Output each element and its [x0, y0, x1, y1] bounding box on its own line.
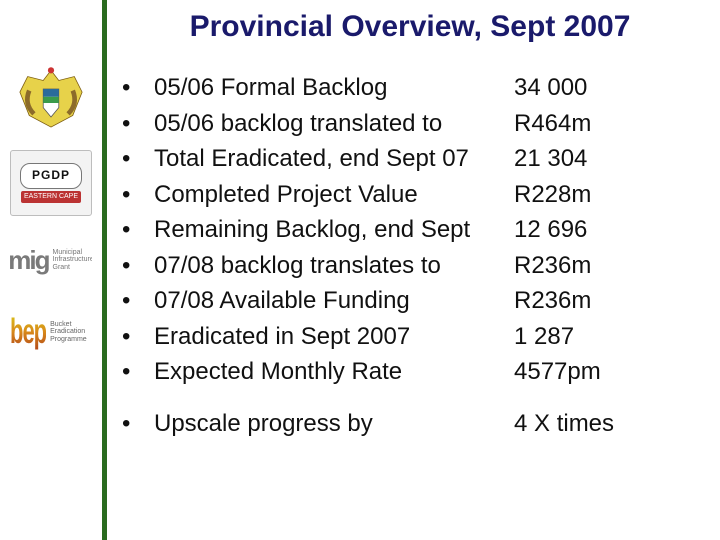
list-item: • Eradicated in Sept 2007 1 287 — [118, 319, 708, 355]
item-label: Expected Monthly Rate — [154, 354, 514, 390]
list-item: • Total Eradicated, end Sept 07 21 304 — [118, 141, 708, 177]
list-item: • 07/08 Available Funding R236m — [118, 283, 708, 319]
item-label: 05/06 Formal Backlog — [154, 70, 514, 106]
pgdp-sublabel: EASTERN CAPE — [21, 191, 81, 203]
item-label: 07/08 backlog translates to — [154, 248, 514, 284]
item-value: R228m — [514, 177, 708, 213]
mig-sublabel: Municipal Infrastructure Grant — [53, 249, 93, 271]
item-value: 34 000 — [514, 70, 708, 106]
list-item: • 05/06 Formal Backlog 34 000 — [118, 70, 708, 106]
bep-sublabel: Bucket Eradication Programme — [50, 321, 92, 343]
bullet-icon: • — [118, 177, 154, 213]
item-label: Remaining Backlog, end Sept — [154, 212, 514, 248]
mig-logo: mig Municipal Infrastructure Grant — [10, 234, 92, 286]
bullet-icon: • — [118, 141, 154, 177]
item-label: Completed Project Value — [154, 177, 514, 213]
provincial-crest-logo — [10, 60, 92, 132]
bullet-icon: • — [118, 406, 154, 442]
item-label: Eradicated in Sept 2007 — [154, 319, 514, 355]
pgdp-logo: PGDP EASTERN CAPE — [10, 150, 92, 216]
list-item: • 05/06 backlog translated to R464m — [118, 106, 708, 142]
list-item: • Completed Project Value R228m — [118, 177, 708, 213]
item-value: 4577pm — [514, 354, 708, 390]
item-value: 21 304 — [514, 141, 708, 177]
item-label: 07/08 Available Funding — [154, 283, 514, 319]
item-value: 12 696 — [514, 212, 708, 248]
item-label: 05/06 backlog translated to — [154, 106, 514, 142]
content-list: • 05/06 Formal Backlog 34 000 • 05/06 ba… — [118, 70, 708, 441]
bep-label: bep — [10, 314, 46, 349]
pgdp-label: PGDP — [20, 163, 82, 189]
bullet-icon: • — [118, 212, 154, 248]
vertical-divider — [102, 0, 107, 540]
bullet-icon: • — [118, 283, 154, 319]
bullet-icon: • — [118, 106, 154, 142]
item-label: Total Eradicated, end Sept 07 — [154, 141, 514, 177]
item-value: R236m — [514, 283, 708, 319]
footer-list-item: • Upscale progress by 4 X times — [118, 406, 708, 442]
bullet-icon: • — [118, 70, 154, 106]
item-label: Upscale progress by — [154, 406, 514, 442]
item-value: R236m — [514, 248, 708, 284]
sidebar: PGDP EASTERN CAPE mig Municipal Infrastr… — [0, 0, 102, 540]
mig-label: mig — [10, 247, 49, 273]
bullet-icon: • — [118, 248, 154, 284]
page-title: Provincial Overview, Sept 2007 — [120, 10, 700, 44]
list-item: • Remaining Backlog, end Sept 12 696 — [118, 212, 708, 248]
bep-logo: bep Bucket Eradication Programme — [10, 304, 92, 360]
item-value: 4 X times — [514, 406, 708, 442]
bullet-icon: • — [118, 319, 154, 355]
list-item: • Expected Monthly Rate 4577pm — [118, 354, 708, 390]
item-value: R464m — [514, 106, 708, 142]
item-value: 1 287 — [514, 319, 708, 355]
list-item: • 07/08 backlog translates to R236m — [118, 248, 708, 284]
bullet-icon: • — [118, 354, 154, 390]
crest-icon — [12, 61, 90, 131]
